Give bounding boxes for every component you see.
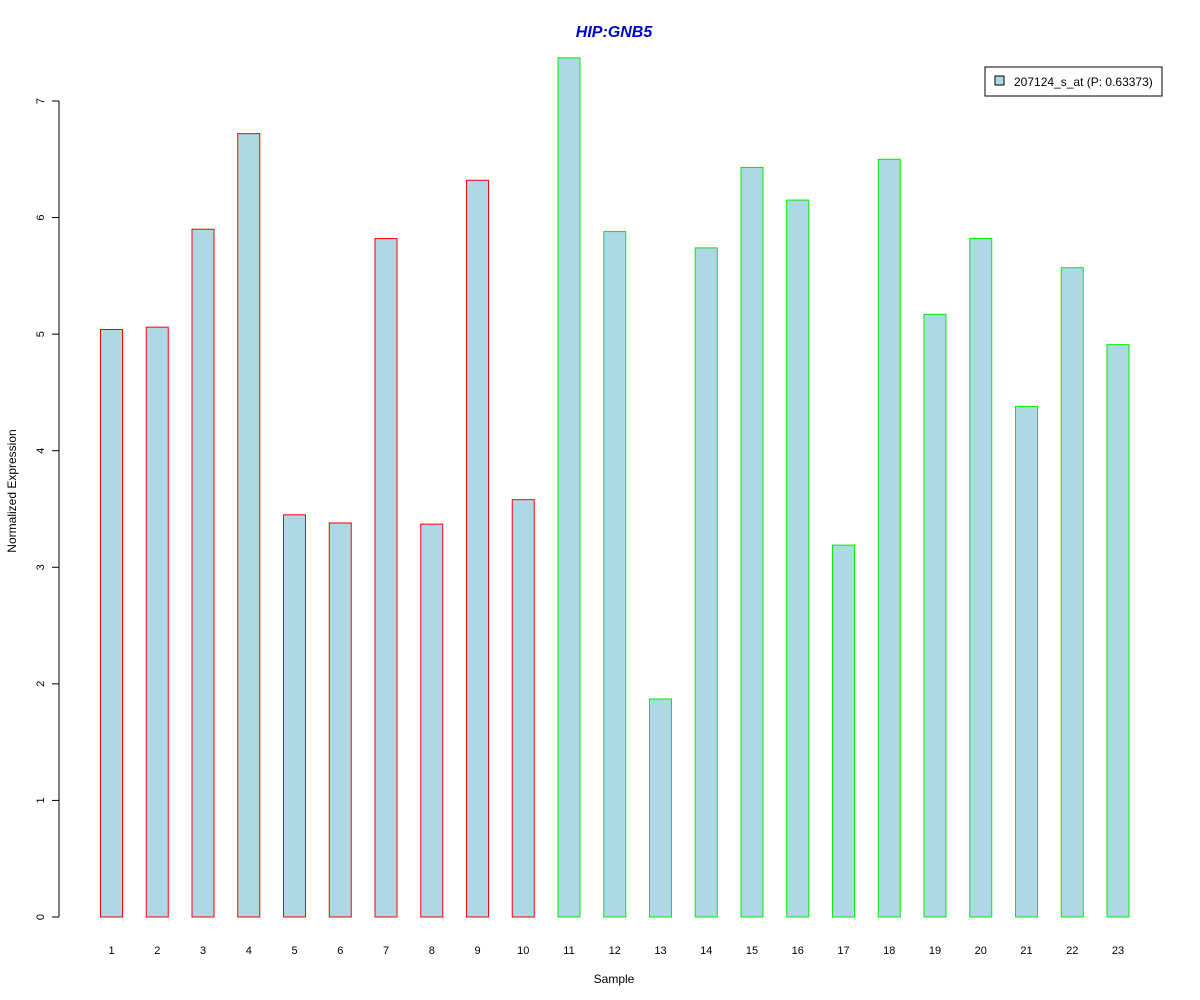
- y-tick-label: 1: [35, 797, 47, 803]
- x-tick-label: 13: [654, 945, 666, 957]
- bar: [557, 57, 581, 918]
- x-tick-label: 16: [792, 945, 804, 957]
- y-axis-label: Normalized Expression: [5, 429, 19, 552]
- y-tick-label: 3: [35, 564, 47, 570]
- bar: [374, 238, 398, 918]
- x-tick-label: 19: [929, 945, 941, 957]
- x-tick-label: 8: [429, 945, 435, 957]
- bar: [1015, 405, 1038, 918]
- x-tick-label: 21: [1020, 945, 1032, 957]
- bar: [649, 698, 672, 918]
- x-tick-label: 3: [200, 945, 206, 957]
- x-tick-label: 20: [975, 945, 987, 957]
- x-tick-label: 22: [1066, 945, 1078, 957]
- x-tick-label: 1: [108, 945, 114, 957]
- y-tick-label: 7: [35, 98, 47, 104]
- bar: [969, 238, 993, 918]
- bar: [694, 247, 718, 918]
- bar: [466, 179, 489, 918]
- x-tick-label: 10: [517, 945, 529, 957]
- bar: [877, 158, 901, 918]
- legend-label: 207124_s_at (P: 0.63373): [1014, 75, 1153, 89]
- y-tick-label: 5: [35, 331, 47, 337]
- x-tick-label: 11: [563, 945, 574, 957]
- y-tick-label: 4: [35, 448, 47, 454]
- bar: [1106, 344, 1130, 918]
- x-tick-label: 2: [154, 945, 160, 957]
- bar: [740, 166, 764, 918]
- bar: [145, 326, 169, 918]
- bars: [100, 57, 1130, 918]
- x-tick-label: 6: [337, 945, 343, 957]
- bar: [237, 133, 261, 918]
- x-tick-label: 18: [883, 945, 895, 957]
- legend: 207124_s_at (P: 0.63373): [984, 66, 1163, 97]
- bar: [511, 499, 535, 918]
- bar: [923, 313, 947, 918]
- x-tick-label: 12: [609, 945, 621, 957]
- legend-swatch: [994, 75, 1005, 86]
- x-tick-label: 15: [746, 945, 758, 957]
- bar: [603, 231, 627, 918]
- x-tick-label: 17: [837, 945, 849, 957]
- x-tick-label: 7: [383, 945, 389, 957]
- y-axis: 0 1 2 3 4 5 6 7: [35, 98, 60, 920]
- bar: [420, 523, 444, 918]
- y-tick-label: 2: [35, 681, 47, 687]
- bar: [328, 522, 352, 918]
- x-tick-label: 23: [1112, 945, 1124, 957]
- bar: [283, 514, 306, 918]
- x-tick-label: 9: [474, 945, 480, 957]
- bar: [832, 544, 855, 918]
- bar: [191, 228, 215, 918]
- x-tick-labels: 1 2 3 4 5 6 7 8 9 10 11 12 13 14 15 16 17 18 19 20 21 22 23: [108, 945, 1124, 957]
- bar: [100, 328, 123, 918]
- x-axis-label: Sample: [594, 972, 635, 986]
- x-tick-label: 4: [246, 945, 252, 957]
- bar: [786, 199, 810, 918]
- legend-box: [984, 66, 1163, 97]
- y-tick-label: 0: [35, 914, 47, 920]
- x-tick-label: 5: [291, 945, 297, 957]
- y-tick-label: 6: [35, 215, 47, 221]
- chart-title: HIP:GNB5: [576, 24, 654, 41]
- x-tick-label: 14: [700, 945, 712, 957]
- bar: [1060, 267, 1084, 918]
